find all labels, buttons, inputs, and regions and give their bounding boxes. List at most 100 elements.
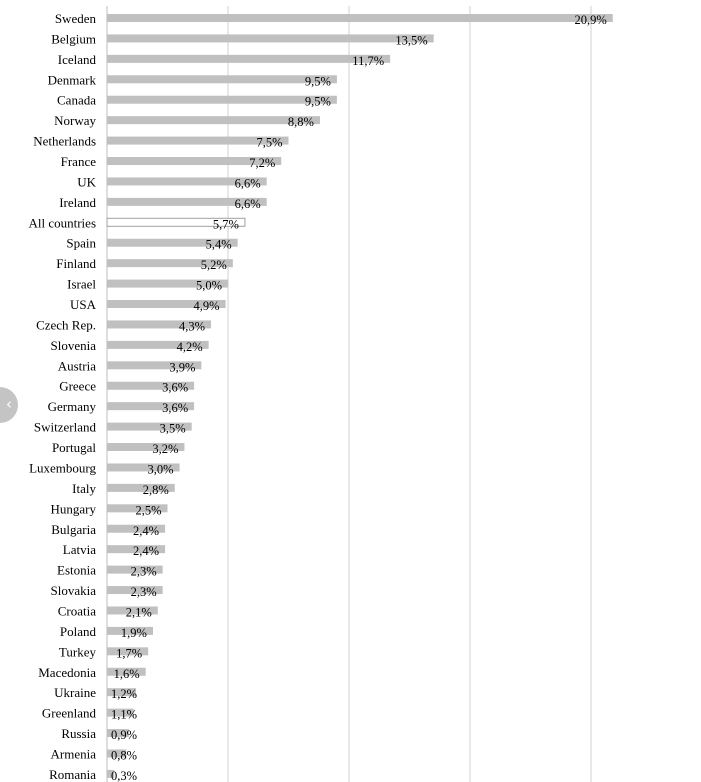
bar [107, 708, 134, 717]
bar [107, 647, 149, 656]
category-label: Armenia [51, 746, 97, 761]
category-label: Romania [49, 767, 96, 782]
category-label: Russia [61, 726, 96, 741]
category-label: Israel [67, 277, 96, 292]
data-label: 0,8% [111, 748, 137, 762]
category-label: Germany [48, 399, 97, 414]
bar [107, 443, 185, 452]
category-label: Norway [54, 113, 96, 128]
category-label: Greenland [42, 706, 97, 721]
category-label: France [61, 154, 97, 169]
bar [107, 75, 337, 84]
data-label: 3,9% [169, 360, 195, 374]
data-label: 5,0% [196, 279, 222, 293]
category-label: Latvia [63, 542, 96, 557]
data-label: 11,7% [352, 54, 384, 68]
category-label: Spain [66, 236, 96, 251]
category-label: Greece [59, 379, 96, 394]
category-label: Estonia [57, 563, 96, 578]
data-label: 1,1% [111, 708, 137, 722]
bar [107, 95, 337, 104]
bar [107, 177, 267, 186]
bar [107, 524, 166, 533]
category-label: Italy [72, 481, 96, 496]
category-label: Slovakia [51, 583, 97, 598]
bar [107, 157, 282, 166]
data-label: 7,2% [249, 156, 275, 170]
category-label: Hungary [51, 501, 97, 516]
data-label: 2,4% [133, 524, 159, 538]
category-label: USA [70, 297, 97, 312]
data-label: 13,5% [395, 33, 427, 47]
category-label: Czech Rep. [36, 317, 96, 332]
data-label: 8,8% [288, 115, 314, 129]
bar [107, 320, 212, 329]
bar [107, 463, 180, 472]
bar [107, 769, 115, 778]
data-label: 20,9% [574, 13, 606, 27]
bar [107, 136, 289, 145]
bar [107, 402, 195, 411]
category-label: Finland [56, 256, 96, 271]
category-label: Slovenia [51, 338, 97, 353]
category-label: Denmark [48, 72, 97, 87]
data-label: 4,3% [179, 319, 205, 333]
data-label: 2,5% [135, 503, 161, 517]
carousel-prev-button[interactable]: ‹ [0, 387, 18, 423]
data-label: 5,2% [201, 258, 227, 272]
data-label: 1,2% [111, 687, 137, 701]
data-label: 3,6% [162, 381, 188, 395]
category-label: Netherlands [33, 134, 96, 149]
data-label: 6,6% [235, 197, 261, 211]
data-label: 9,5% [305, 74, 331, 88]
data-label: 6,6% [235, 176, 261, 190]
bar [107, 381, 195, 390]
data-label: 5,4% [206, 238, 232, 252]
data-label: 3,0% [148, 462, 174, 476]
bar [107, 422, 192, 431]
category-label: Turkey [59, 644, 97, 659]
category-label: Iceland [58, 52, 97, 67]
data-label: 2,3% [131, 565, 157, 579]
bar [107, 14, 613, 22]
category-label: All countries [28, 215, 96, 230]
bar [106, 217, 246, 227]
bar [107, 34, 434, 43]
data-label: 0,3% [111, 769, 137, 782]
category-label: Portugal [52, 440, 96, 455]
category-label: Croatia [58, 603, 96, 618]
category-label: Poland [60, 624, 97, 639]
bar [107, 197, 267, 206]
data-label: 4,9% [194, 299, 220, 313]
data-label: 1,9% [121, 626, 147, 640]
category-label: UK [77, 174, 96, 189]
data-label: 2,3% [131, 585, 157, 599]
category-label: Luxembourg [29, 460, 96, 475]
bar [107, 749, 127, 758]
bar [107, 116, 320, 125]
data-label: 2,8% [143, 483, 169, 497]
data-label: 2,4% [133, 544, 159, 558]
bar [107, 300, 226, 309]
bar [107, 729, 129, 738]
category-label: Ukraine [54, 685, 96, 700]
data-label: 1,7% [116, 646, 142, 660]
data-label: 7,5% [256, 136, 282, 150]
category-label: Canada [57, 93, 96, 108]
bar [107, 259, 233, 268]
data-label: 1,6% [114, 667, 140, 681]
bar [107, 279, 228, 288]
category-label: Belgium [51, 31, 96, 46]
bar [107, 504, 168, 513]
data-label: 0,9% [111, 728, 137, 742]
bar [107, 565, 163, 574]
bar [107, 545, 166, 554]
category-label: Austria [58, 358, 97, 373]
data-label: 5,7% [213, 217, 239, 231]
data-label: 2,1% [126, 605, 152, 619]
bar [107, 606, 158, 615]
category-label: Ireland [59, 195, 96, 210]
category-label: Sweden [55, 11, 97, 26]
category-label: Switzerland [34, 420, 97, 435]
